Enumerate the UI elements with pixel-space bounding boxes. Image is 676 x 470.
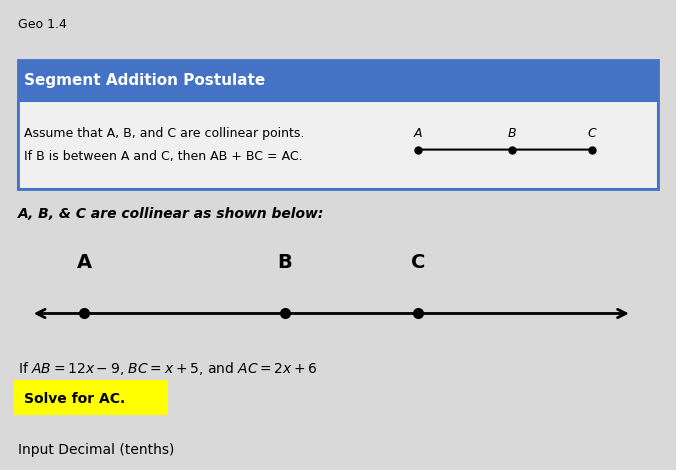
FancyBboxPatch shape bbox=[14, 380, 168, 415]
Text: C: C bbox=[411, 253, 425, 272]
Text: Segment Addition Postulate: Segment Addition Postulate bbox=[24, 73, 266, 88]
Text: B: B bbox=[277, 253, 292, 272]
FancyBboxPatch shape bbox=[18, 101, 658, 189]
Text: If B is between A and C, then AB + BC = AC.: If B is between A and C, then AB + BC = … bbox=[24, 150, 303, 163]
Text: Assume that A, B, and C are collinear points.: Assume that A, B, and C are collinear po… bbox=[24, 127, 305, 140]
Text: A: A bbox=[414, 127, 422, 140]
Text: Geo 1.4: Geo 1.4 bbox=[18, 18, 66, 31]
Text: Solve for AC.: Solve for AC. bbox=[24, 392, 126, 406]
Text: A, B, & C are collinear as shown below:: A, B, & C are collinear as shown below: bbox=[18, 207, 324, 221]
Text: B: B bbox=[507, 127, 516, 140]
Text: If $AB = 12x - 9$, $BC = x + 5$, and $AC = 2x + 6$: If $AB = 12x - 9$, $BC = x + 5$, and $AC… bbox=[18, 360, 317, 376]
Text: A: A bbox=[76, 253, 92, 272]
Text: Input Decimal (tenths): Input Decimal (tenths) bbox=[18, 443, 174, 457]
Text: C: C bbox=[587, 127, 596, 140]
FancyBboxPatch shape bbox=[18, 60, 658, 101]
